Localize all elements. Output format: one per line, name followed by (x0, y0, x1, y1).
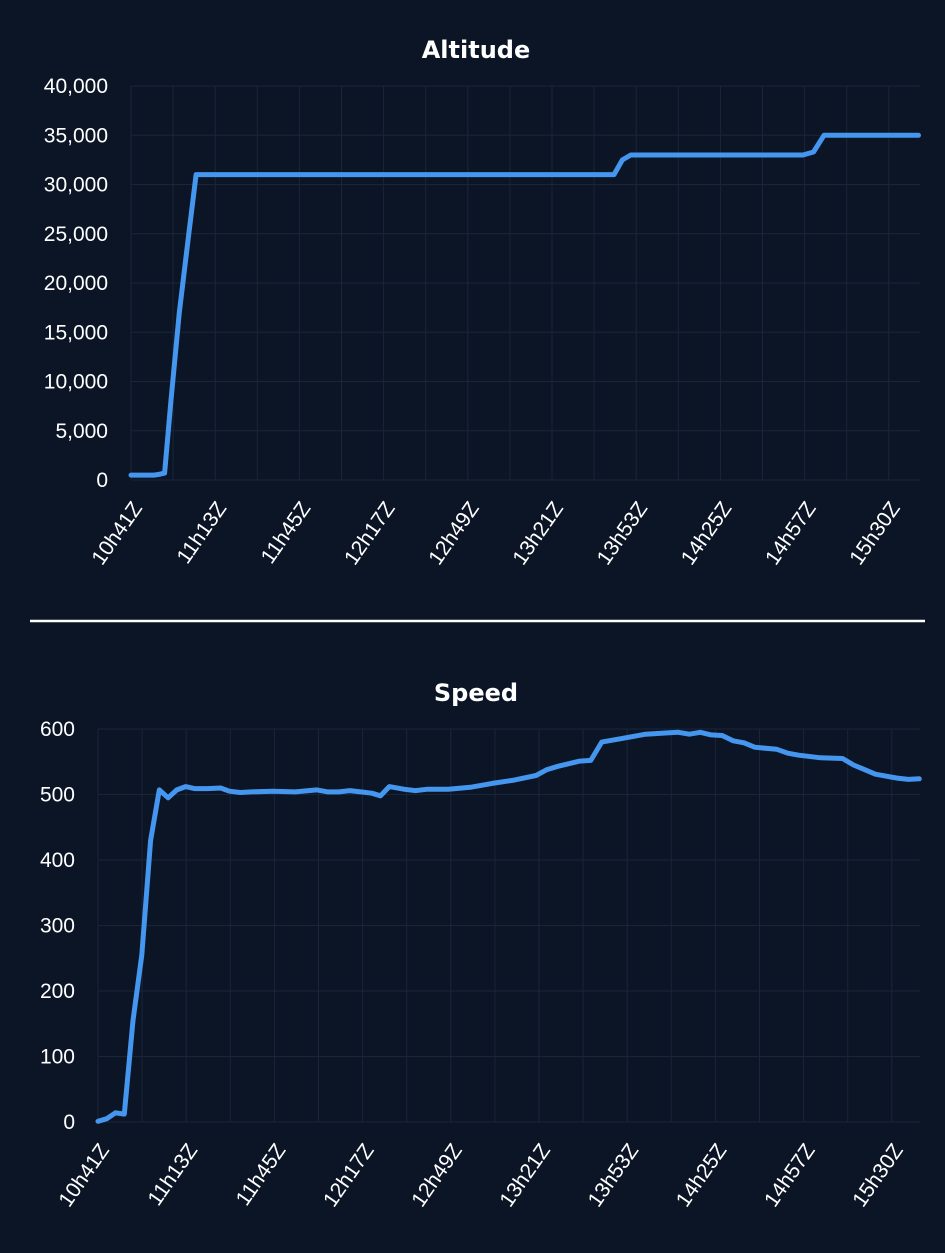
speed-x-tick-label: 14h57Z (760, 1140, 820, 1212)
altitude-x-tick-label: 12h49Z (424, 498, 484, 570)
altitude-y-tick-label: 35,000 (44, 124, 108, 147)
altitude-y-tick-label: 10,000 (44, 371, 108, 394)
altitude-x-tick-label: 12h17Z (340, 498, 400, 570)
altitude-y-tick-label: 40,000 (44, 75, 108, 98)
altitude-y-tick-label: 5,000 (55, 420, 108, 443)
altitude-x-tick-label: 10h41Z (87, 498, 147, 570)
altitude-y-tick-label: 30,000 (44, 174, 108, 197)
altitude-x-tick-label: 11h45Z (257, 498, 316, 568)
speed-y-tick-label: 0 (63, 1111, 75, 1134)
speed-x-tick-label: 13h21Z (495, 1140, 555, 1212)
altitude-x-tick-label: 15h30Z (845, 498, 905, 570)
speed-series-line (95, 729, 922, 1124)
speed-x-tick-label: 12h49Z (407, 1140, 467, 1212)
speed-chart-title: Speed (434, 679, 518, 707)
speed-y-tick-label: 500 (40, 784, 75, 807)
altitude-x-tick-label: 14h25Z (677, 498, 737, 570)
speed-x-tick-label: 14h25Z (672, 1140, 732, 1212)
altitude-series-line (128, 132, 921, 478)
speed-y-tick-label: 300 (40, 915, 75, 938)
speed-y-tick-label: 600 (40, 718, 75, 741)
altitude-y-tick-label: 0 (96, 469, 108, 492)
altitude-y-tick-label: 15,000 (44, 321, 108, 344)
speed-x-tick-label: 11h13Z (143, 1140, 202, 1210)
altitude-y-tick-label: 25,000 (44, 223, 108, 246)
speed-y-tick-label: 400 (40, 849, 75, 872)
speed-x-tick-label: 13h53Z (584, 1140, 644, 1212)
altitude-chart-title: Altitude (422, 36, 531, 64)
altitude-x-tick-label: 14h57Z (761, 498, 821, 570)
speed-x-tick-label: 12h17Z (319, 1140, 379, 1212)
speed-x-tick-label: 10h41Z (54, 1140, 114, 1212)
speed-x-tick-label: 15h30Z (848, 1140, 908, 1212)
altitude-y-tick-label: 20,000 (44, 272, 108, 295)
speed-chart: 0 100 200 300 400 500 600 10h41Z 11h13Z 11h45Z 12h… (40, 718, 922, 1212)
speed-x-tick-label: 11h45Z (232, 1140, 291, 1210)
altitude-x-tick-label: 11h13Z (172, 498, 231, 568)
speed-y-tick-label: 200 (40, 980, 75, 1003)
speed-y-tick-label: 100 (40, 1046, 75, 1069)
altitude-x-tick-label: 13h53Z (593, 498, 653, 570)
altitude-chart: 0 5,000 10,000 15,000 20,000 25,000 30,000 35,0… (44, 75, 921, 570)
altitude-x-tick-label: 13h21Z (508, 498, 568, 570)
